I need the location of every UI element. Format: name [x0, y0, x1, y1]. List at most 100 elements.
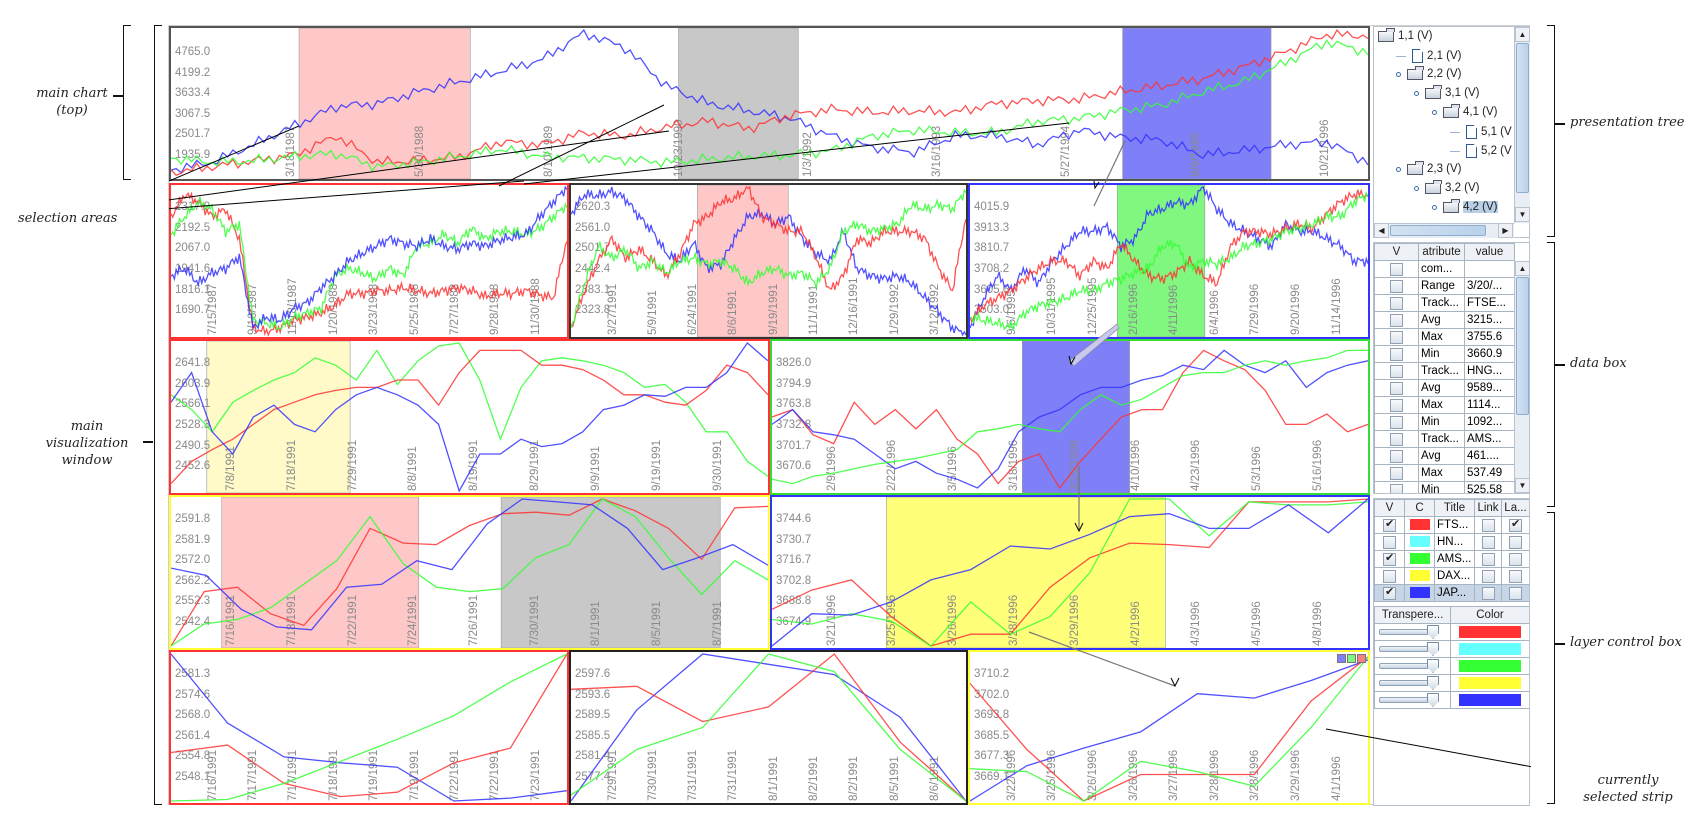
selection-area[interactable] — [500, 497, 721, 648]
transparency-row[interactable] — [1374, 657, 1529, 675]
link-checkbox[interactable] — [1481, 535, 1495, 549]
visible-cell[interactable] — [1374, 516, 1405, 534]
transparency-cell[interactable] — [1374, 640, 1451, 658]
visible-cell[interactable] — [1374, 396, 1419, 414]
strip-layer-markers[interactable] — [1337, 654, 1366, 663]
visible-checkbox[interactable] — [1390, 449, 1403, 463]
expand-handle-icon[interactable] — [1432, 204, 1437, 210]
visible-checkbox[interactable] — [1390, 364, 1403, 378]
visible-cell[interactable] — [1374, 413, 1419, 431]
visible-checkbox[interactable] — [1390, 466, 1403, 480]
layer-color-bar[interactable] — [1459, 659, 1521, 672]
color-cell[interactable] — [1404, 516, 1435, 534]
transparency-row[interactable] — [1374, 691, 1529, 709]
chart-strip-s2_2[interactable]: 2620.3 2561.0 2501.7 2442.4 2383.1 2323.8 3/27… — [569, 183, 968, 339]
tree-node[interactable]: 4,2 (V) — [1432, 198, 1498, 213]
tree-horizontal-scrollbar[interactable]: ◀ ▶ — [1374, 223, 1514, 238]
tree-node[interactable]: 5,1 (V — [1450, 125, 1512, 139]
expand-handle-icon[interactable] — [1396, 166, 1401, 172]
scroll-left-button[interactable]: ◀ — [1374, 223, 1389, 238]
label-checkbox[interactable] — [1509, 552, 1522, 566]
tree-node[interactable]: 3,1 (V) — [1414, 84, 1480, 99]
visible-cell[interactable] — [1374, 567, 1405, 585]
column-header-color[interactable]: C — [1404, 499, 1435, 517]
chart-strip-s4_1[interactable]: 2591.8 2581.9 2572.0 2562.2 2552.3 2542.4 7/16… — [169, 495, 770, 650]
chart-strip-s5_1[interactable]: 2581.3 2574.6 2568.0 2561.4 2554.8 2548.1 7/16… — [169, 650, 569, 805]
visible-cell[interactable] — [1374, 481, 1419, 493]
layer-color-cell[interactable] — [1450, 640, 1529, 658]
chart-strip-s3_2[interactable]: 3826.0 3794.9 3763.8 3732.8 3701.7 3670.6 2/9/… — [770, 339, 1370, 495]
selection-area[interactable] — [206, 341, 351, 493]
visible-checkbox[interactable] — [1390, 347, 1403, 361]
layer-marker-icon[interactable] — [1357, 654, 1366, 663]
data-row[interactable]: Track... FTSE... — [1374, 294, 1515, 312]
column-header-transparency[interactable]: Transpere... — [1374, 606, 1451, 624]
slider-knob[interactable] — [1427, 625, 1439, 639]
label-cell[interactable] — [1501, 567, 1529, 585]
tree-node[interactable]: 2,3 (V) — [1396, 160, 1462, 175]
label-cell[interactable] — [1501, 533, 1529, 551]
column-header-label[interactable]: La... — [1501, 499, 1529, 517]
chart-strip-s2_1[interactable]: 2317.9 2192.5 2067.0 1941.6 1816.1 1690.7 7/15… — [169, 183, 569, 339]
slider-knob[interactable] — [1427, 693, 1439, 707]
chart-strip-s5_2[interactable]: 2597.6 2593.6 2589.5 2585.5 2581.4 2577.4 7/29… — [569, 650, 968, 805]
data-row[interactable]: Range 3/20/... — [1374, 277, 1515, 295]
expand-handle-icon[interactable] — [1432, 109, 1437, 115]
layer-row[interactable]: AMS... — [1374, 550, 1529, 568]
visible-checkbox[interactable] — [1390, 398, 1403, 412]
column-header-visible[interactable]: V — [1374, 499, 1405, 517]
tree-node[interactable]: 3,2 (V) — [1414, 179, 1480, 194]
presentation-tree[interactable]: 1,1 (V) 2,1 (V) 2,2 (V) 3,1 (V) 4,1 (V) 5,1 (… — [1373, 26, 1530, 238]
data-row[interactable]: Max 537.49 — [1374, 464, 1515, 482]
layer-marker-icon[interactable] — [1337, 654, 1346, 663]
link-cell[interactable] — [1474, 516, 1502, 534]
transparency-row[interactable] — [1374, 640, 1529, 658]
visible-checkbox[interactable] — [1383, 518, 1396, 532]
chart-strip-s4_2[interactable]: 3744.6 3730.7 3716.7 3702.8 3688.8 3674.9 3/21… — [770, 495, 1370, 650]
color-swatch[interactable] — [1409, 519, 1430, 531]
slider-track[interactable] — [1379, 663, 1433, 669]
transparency-slider[interactable] — [1377, 642, 1439, 656]
label-checkbox[interactable] — [1509, 535, 1522, 549]
slider-track[interactable] — [1379, 646, 1433, 652]
visible-checkbox[interactable] — [1390, 262, 1403, 276]
visible-cell[interactable] — [1374, 464, 1419, 482]
color-swatch[interactable] — [1409, 587, 1430, 599]
expand-handle-icon[interactable] — [1414, 185, 1419, 191]
visible-checkbox[interactable] — [1390, 381, 1403, 395]
visible-cell[interactable] — [1374, 260, 1419, 278]
expand-handle-icon[interactable] — [1396, 71, 1401, 77]
scroll-thumb[interactable] — [1516, 43, 1529, 193]
layer-row[interactable]: DAX... — [1374, 567, 1529, 585]
link-cell[interactable] — [1474, 584, 1502, 602]
visible-checkbox[interactable] — [1390, 483, 1403, 493]
column-header-value[interactable]: value — [1464, 243, 1515, 261]
transparency-slider[interactable] — [1377, 676, 1439, 690]
transparency-cell[interactable] — [1374, 623, 1451, 641]
selection-area[interactable] — [886, 497, 1166, 648]
transparency-slider[interactable] — [1377, 625, 1439, 639]
visible-cell[interactable] — [1374, 328, 1419, 346]
visible-checkbox[interactable] — [1383, 552, 1396, 566]
visible-checkbox[interactable] — [1383, 569, 1396, 583]
visible-checkbox[interactable] — [1390, 313, 1403, 327]
label-cell[interactable] — [1501, 584, 1529, 602]
layer-color-bar[interactable] — [1459, 693, 1521, 706]
visible-checkbox[interactable] — [1383, 586, 1396, 600]
color-cell[interactable] — [1404, 567, 1435, 585]
scroll-up-button[interactable]: ▲ — [1515, 261, 1529, 276]
data-row[interactable]: Track... HNG... — [1374, 362, 1515, 380]
column-header-link[interactable]: Link — [1474, 499, 1502, 517]
layer-row[interactable]: HN... — [1374, 533, 1529, 551]
tree-node[interactable]: 4,1 (V) — [1432, 103, 1498, 118]
visible-checkbox[interactable] — [1390, 296, 1403, 310]
tree-node[interactable]: 2,1 (V) — [1396, 49, 1462, 63]
visible-cell[interactable] — [1374, 550, 1405, 568]
visible-cell[interactable] — [1374, 294, 1419, 312]
tree-node[interactable]: 5,2 (V — [1450, 144, 1512, 158]
column-header-v[interactable]: V — [1374, 243, 1419, 261]
scroll-down-button[interactable]: ▼ — [1515, 207, 1530, 222]
transparency-row[interactable] — [1374, 674, 1529, 692]
tree-node[interactable]: 2,2 (V) — [1396, 65, 1462, 80]
visible-cell[interactable] — [1374, 584, 1405, 602]
